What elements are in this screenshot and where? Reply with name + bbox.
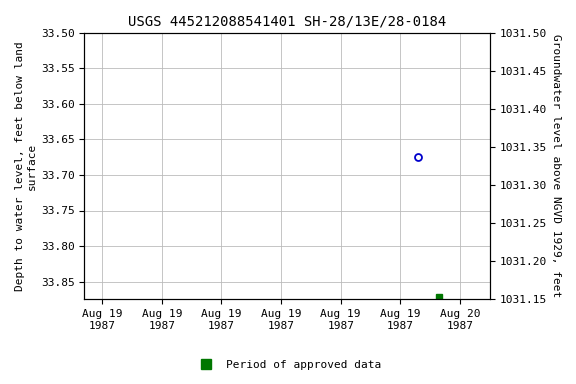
Y-axis label: Groundwater level above NGVD 1929, feet: Groundwater level above NGVD 1929, feet xyxy=(551,35,561,298)
Title: USGS 445212088541401 SH-28/13E/28-0184: USGS 445212088541401 SH-28/13E/28-0184 xyxy=(128,15,446,29)
Legend: Period of approved data: Period of approved data xyxy=(191,356,385,375)
Y-axis label: Depth to water level, feet below land
surface: Depth to water level, feet below land su… xyxy=(15,41,37,291)
